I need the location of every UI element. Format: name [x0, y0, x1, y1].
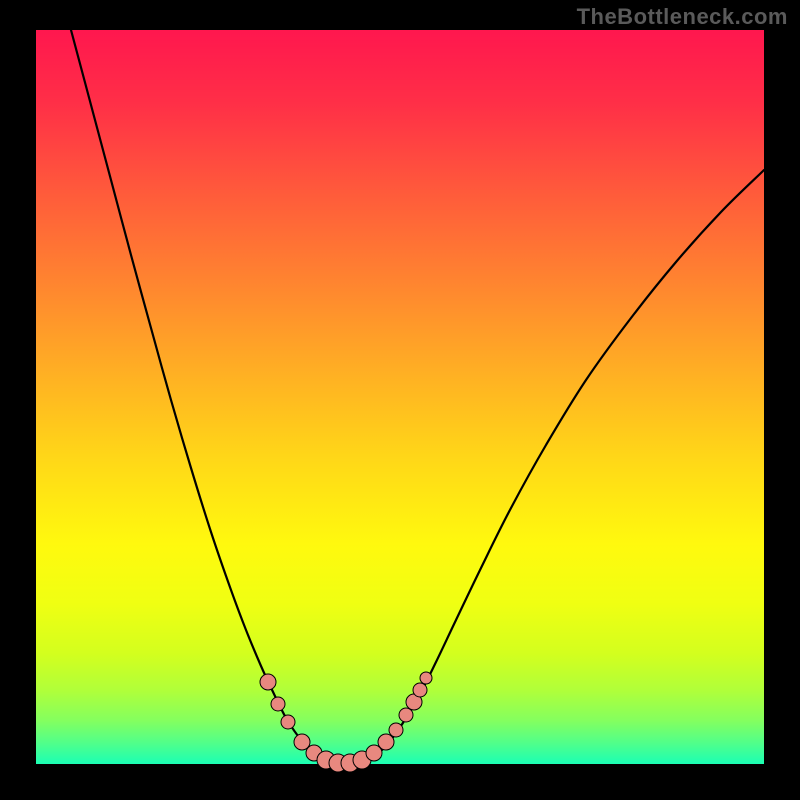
- curve-layer: [36, 30, 764, 764]
- chart-outer-frame: TheBottleneck.com: [0, 0, 800, 800]
- data-marker: [378, 734, 394, 750]
- data-marker: [399, 708, 413, 722]
- data-marker: [413, 683, 427, 697]
- data-marker: [271, 697, 285, 711]
- watermark-text: TheBottleneck.com: [577, 4, 788, 30]
- data-marker: [389, 723, 403, 737]
- data-marker: [420, 672, 432, 684]
- bottleneck-curve: [71, 30, 764, 764]
- plot-area: [36, 30, 764, 764]
- data-marker: [260, 674, 276, 690]
- data-marker: [281, 715, 295, 729]
